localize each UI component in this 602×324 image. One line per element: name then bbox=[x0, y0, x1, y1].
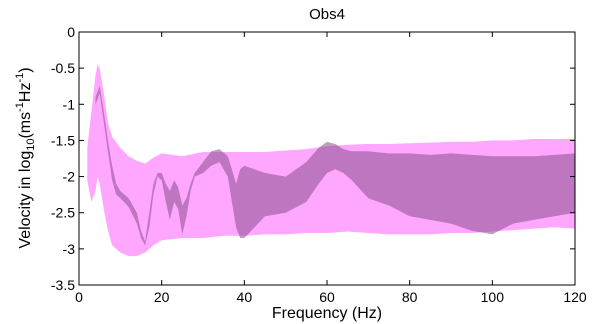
y-label-prefix: Velocity in log bbox=[17, 151, 34, 249]
x-tick-label: 40 bbox=[237, 289, 253, 305]
y-tick-label: -1.5 bbox=[51, 132, 75, 148]
band-1 bbox=[95, 86, 575, 246]
y-tick-label: -0.5 bbox=[51, 60, 75, 76]
x-tick-label: 80 bbox=[402, 289, 418, 305]
x-tick-label: 60 bbox=[319, 289, 335, 305]
y-tick-label: -2.5 bbox=[51, 205, 75, 221]
y-axis-label: Velocity in log10(ms-1Hz-1) bbox=[14, 67, 37, 248]
x-tick-label: 20 bbox=[154, 289, 170, 305]
bands bbox=[87, 64, 576, 257]
x-tick-label: 100 bbox=[481, 289, 505, 305]
y-label-mid1: (ms bbox=[17, 112, 34, 139]
x-tick-label: 0 bbox=[75, 289, 83, 305]
y-label-sub: 10 bbox=[25, 139, 37, 151]
y-label-sup2: -1 bbox=[14, 73, 26, 83]
y-label-suffix: ) bbox=[17, 67, 34, 72]
y-tick-label: -3.5 bbox=[51, 277, 75, 293]
x-tick-label: 120 bbox=[563, 289, 587, 305]
x-axis-label: Frequency (Hz) bbox=[272, 305, 382, 322]
x-axis: 0 20 40 60 80 100 120 bbox=[75, 32, 587, 305]
y-tick-label: 0 bbox=[67, 24, 75, 40]
y-label-mid2: Hz bbox=[17, 83, 34, 103]
chart-title: Obs4 bbox=[309, 6, 345, 23]
y-axis: -3.5 -3 -2.5 -2 -1.5 -1 -0.5 0 bbox=[51, 24, 575, 293]
y-tick-label: -2 bbox=[63, 169, 76, 185]
y-tick-label: -1 bbox=[63, 96, 76, 112]
y-tick-label: -3 bbox=[63, 241, 76, 257]
y-label-sup1: -1 bbox=[14, 102, 26, 112]
